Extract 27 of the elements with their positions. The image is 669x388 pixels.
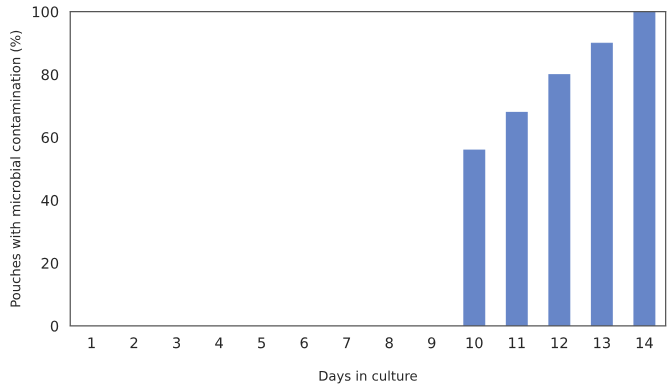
bar: [548, 74, 570, 326]
bar: [463, 150, 486, 326]
x-tick-label: 10: [466, 337, 483, 348]
x-tick-label: 14: [636, 337, 653, 348]
x-axis-title: Days in culture: [320, 370, 417, 384]
x-tick-label: 7: [343, 337, 350, 348]
bar: [506, 112, 528, 326]
x-tick-label: 3: [173, 337, 180, 348]
x-tick-label: 6: [300, 337, 308, 348]
bar: [590, 42, 613, 326]
x-tick-label: 12: [552, 337, 568, 348]
bar: [633, 12, 656, 326]
x-tick-label: 9: [428, 337, 436, 348]
y-tick-label: 80: [42, 69, 58, 80]
x-tick-label: 1: [88, 337, 95, 348]
y-tick-label: 40: [41, 194, 58, 206]
y-tick-label: 20: [42, 258, 58, 269]
y-tick-label: 0: [50, 320, 58, 332]
x-tick-label: 2: [130, 337, 138, 348]
y-axis-title: Pouches with microbial contamination (%): [10, 30, 22, 307]
x-tick-label: 5: [258, 337, 265, 348]
x-tick-label: 13: [594, 337, 610, 348]
x-tick-label: 11: [509, 337, 525, 348]
y-tick-label: 100: [32, 6, 58, 18]
x-tick-label: 8: [386, 337, 393, 348]
x-tick-label: 4: [215, 337, 223, 348]
y-tick-label: 60: [42, 132, 58, 144]
